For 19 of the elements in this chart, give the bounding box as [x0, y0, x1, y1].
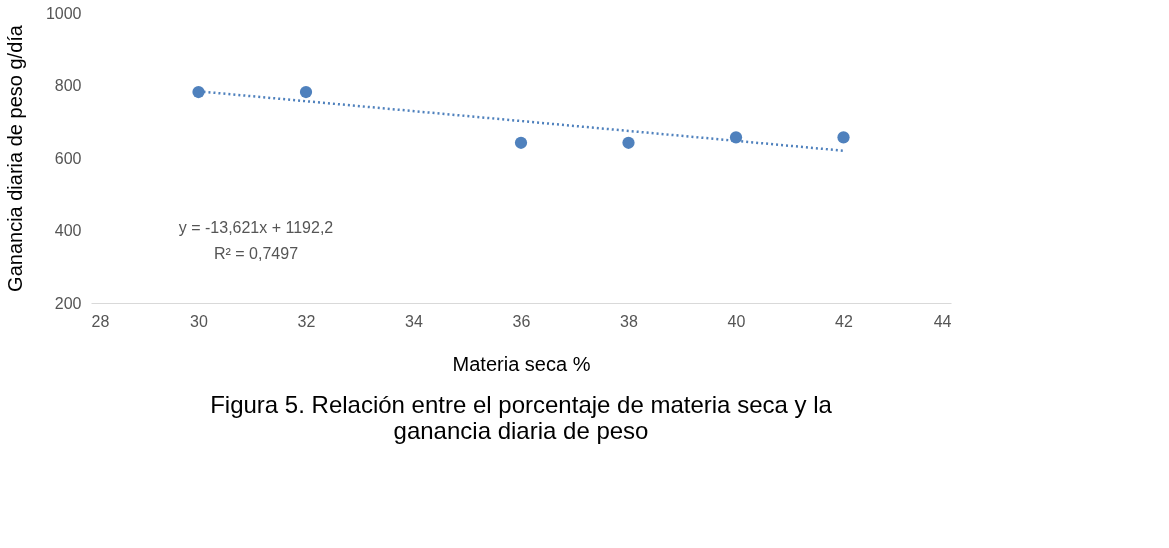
- x-tick-label: 44: [933, 312, 952, 330]
- y-tick-label: 200: [54, 294, 82, 312]
- y-tick-label: 800: [54, 77, 82, 94]
- x-tick-label: 36: [512, 312, 531, 330]
- x-tick-label: 30: [190, 312, 208, 330]
- text: Figura 5. Relación entre el porcentaje de materia seca y la ganancia diaria de peso: [210, 391, 833, 444]
- annotation: y = -13,621x + 1192,2: [178, 219, 334, 236]
- y-tick-label: 1000: [45, 4, 82, 22]
- x-axis-title: Materia seca %: [452, 352, 591, 375]
- x-tick-label: 38: [620, 312, 638, 330]
- x-tick-label: 32: [297, 312, 316, 330]
- y-tick-label: 600: [54, 149, 82, 167]
- x-tick-label: 28: [91, 312, 110, 330]
- x-tick-label: 34: [405, 312, 423, 330]
- x-tick-label: 42: [835, 312, 853, 330]
- x-tick-label: 40: [727, 312, 746, 330]
- annotation: R² = 0,7497: [213, 245, 299, 262]
- y-tick-label: 400: [54, 222, 82, 239]
- y-axis-title: Ganancia diaria de peso g/día: [3, 24, 26, 292]
